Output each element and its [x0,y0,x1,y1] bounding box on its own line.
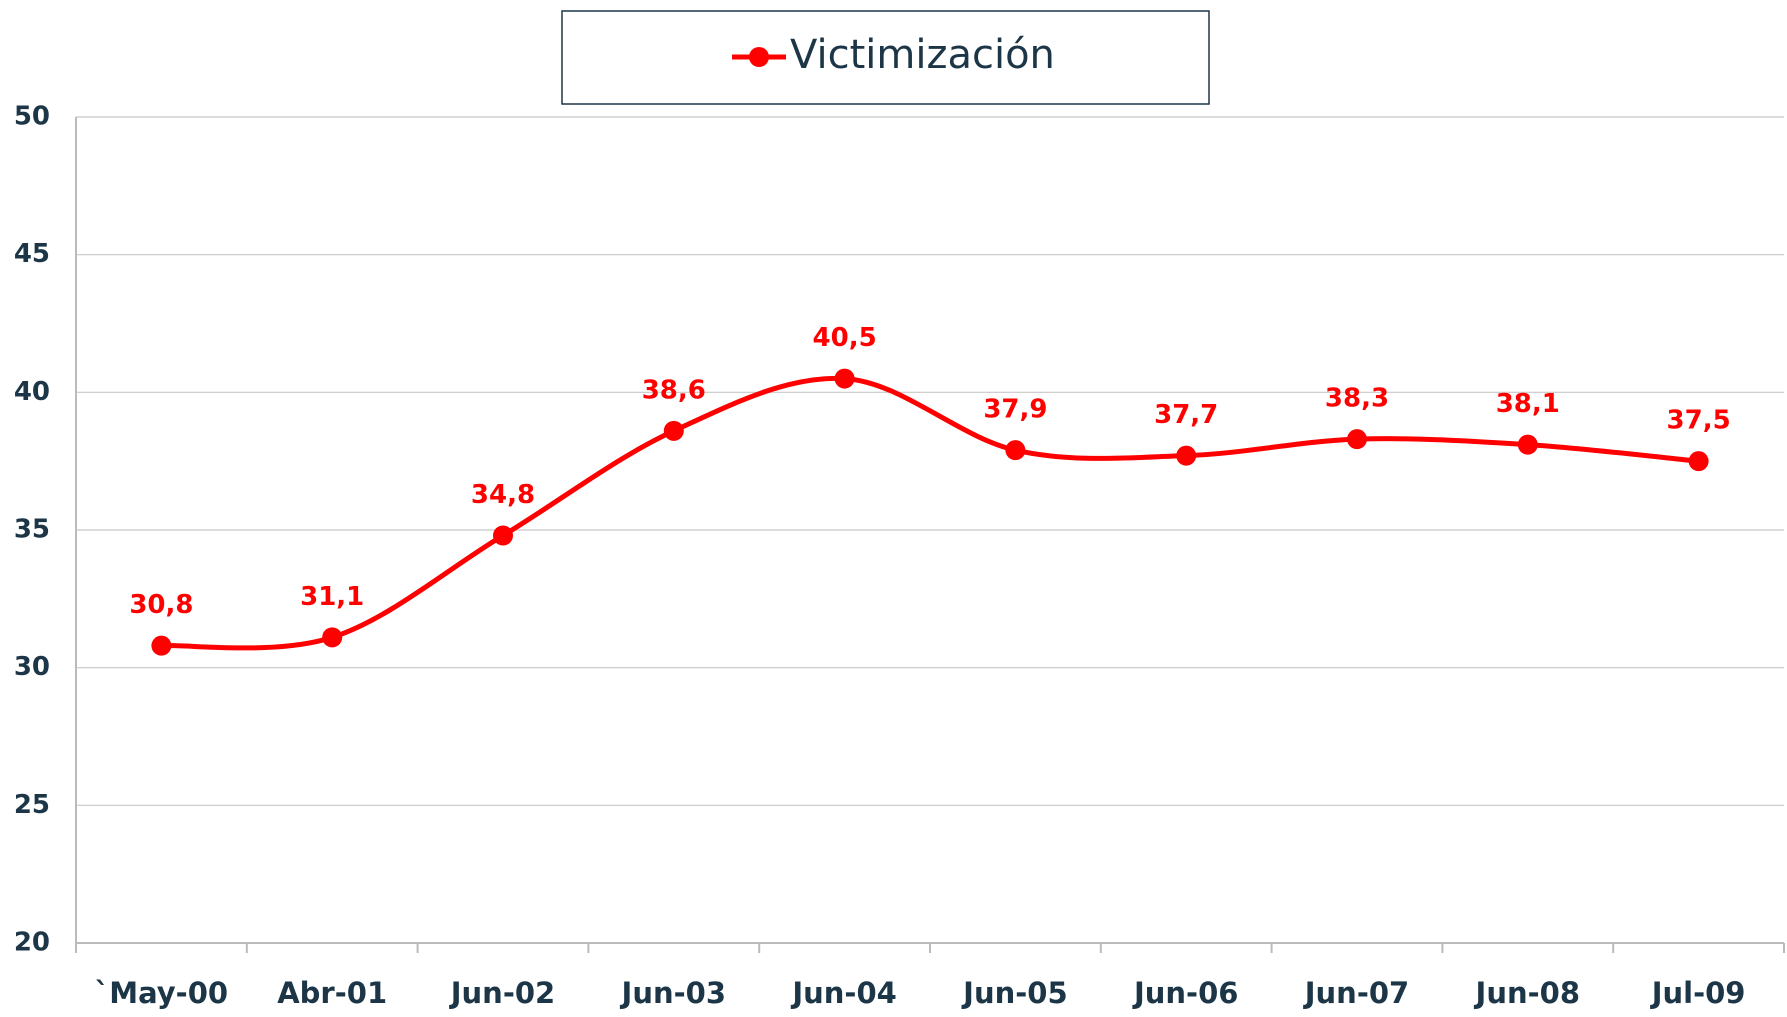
marker [1347,429,1367,450]
data-label: 37,7 [1154,400,1218,430]
x-tick-label: Jun-07 [1303,976,1409,1010]
data-label: 30,8 [129,590,193,620]
y-tick-label: 25 [14,790,50,820]
marker [493,525,513,546]
x-tick-label: Jun-02 [449,976,555,1010]
y-tick-label: 35 [14,515,50,545]
marker [663,420,684,441]
x-tick-label: Abr-01 [277,976,387,1010]
marker [834,368,855,389]
legend-box [561,10,1210,105]
x-tick-label: Jun-06 [1132,976,1238,1010]
data-label: 38,3 [1325,384,1389,414]
marker [151,635,172,656]
y-tick-label: 45 [14,239,50,269]
data-label: 34,8 [471,480,535,510]
y-tick-label: 40 [14,377,50,407]
legend-label: Victimización [790,32,1055,78]
marker [1005,440,1026,461]
x-tick-label: Jun-08 [1474,976,1580,1010]
y-tick-label: 20 [14,928,50,958]
data-label: 40,5 [813,323,877,353]
y-tick-label: 50 [14,102,50,132]
marker [1688,451,1709,472]
marker [1176,445,1197,466]
y-tick-label: 30 [14,652,50,682]
marker [322,627,343,648]
x-tick-label: Jun-05 [961,976,1067,1010]
data-label: 37,9 [983,395,1047,425]
x-tick-label: Jun-04 [790,976,896,1010]
data-label: 31,1 [300,582,364,612]
data-label: 37,5 [1667,406,1731,436]
data-label: 38,6 [642,375,706,405]
x-tick-label: Jun-03 [620,976,726,1010]
x-tick-label: Jul-09 [1650,976,1746,1010]
series-line [161,375,1699,651]
data-label: 38,1 [1496,389,1560,419]
x-tick-label: `May-00 [95,976,228,1010]
marker [1517,434,1538,455]
legend-marker [749,47,769,67]
